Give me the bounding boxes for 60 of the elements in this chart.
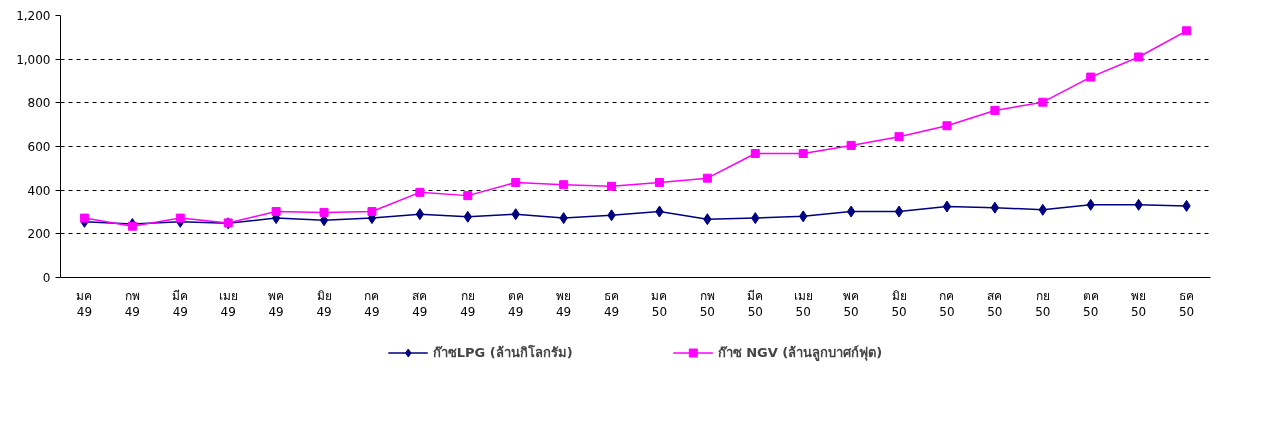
y-tick-label: 800	[27, 96, 51, 111]
point	[894, 205, 904, 218]
y-tick-label: 200	[27, 227, 51, 242]
x-tick-label: กค 49	[364, 288, 380, 320]
x-tick-label: กค 50	[939, 288, 955, 320]
point	[702, 173, 712, 183]
x-tick-label: สค 49	[412, 288, 428, 320]
x-tick-label: มีค 50	[747, 288, 764, 320]
point	[798, 148, 808, 158]
point	[607, 181, 617, 191]
x-tick-label: เมย 50	[793, 288, 813, 320]
point	[654, 178, 664, 188]
point	[1134, 52, 1144, 62]
x-tick-label: มิย 50	[891, 288, 907, 320]
point	[463, 191, 473, 201]
point	[1038, 97, 1048, 107]
x-tick-label: พย 50	[1130, 288, 1147, 320]
y-tick-label: 1,000	[16, 52, 51, 67]
x-tick-label: พค 49	[268, 288, 285, 320]
point	[415, 208, 425, 221]
y-tick-label: 1,200	[16, 9, 51, 23]
x-tick-label: พย 49	[555, 288, 572, 320]
x-tick-label: กพ 50	[699, 288, 716, 320]
point	[990, 105, 1000, 115]
point	[559, 180, 569, 190]
x-tick-label: ธค 50	[1178, 288, 1195, 320]
x-tick-label: สค 50	[987, 288, 1003, 320]
x-tick-label: มิย 49	[316, 288, 332, 320]
point	[846, 140, 856, 150]
legend-label: ก๊าซLPG (ล้านกิโลกรัม)	[432, 343, 573, 362]
legend-label: ก๊าซ NGV (ล้านลูกบาศก์ฟุต)	[717, 343, 883, 363]
y-tick-label: 0	[42, 271, 51, 285]
point	[271, 207, 281, 217]
x-tick-label: พค 50	[843, 288, 860, 320]
x-tick-label: มีค 49	[172, 288, 189, 320]
point	[175, 213, 185, 223]
point	[415, 187, 425, 197]
point	[367, 207, 377, 217]
point	[894, 132, 904, 142]
x-tick-label: มค 50	[651, 288, 668, 320]
x-tick-label: กย 49	[460, 288, 476, 320]
point	[1086, 72, 1096, 82]
point	[1182, 26, 1192, 36]
point	[942, 200, 952, 213]
point	[511, 178, 521, 188]
x-tick-label: เมย 49	[218, 288, 238, 320]
point	[846, 205, 856, 218]
point	[990, 201, 1000, 214]
x-tick-label: กพ 49	[124, 288, 141, 320]
point	[942, 121, 952, 131]
x-tick-label: ตค 50	[1082, 288, 1099, 320]
x-tick-label: ตค 49	[507, 288, 524, 320]
y-tick-label: 600	[27, 140, 51, 154]
point	[319, 207, 329, 217]
x-tick-label: กย 50	[1035, 288, 1051, 320]
y-tick-label: 400	[27, 183, 51, 198]
point	[750, 148, 760, 158]
point	[79, 213, 89, 223]
x-tick-label: ธค 49	[603, 288, 620, 320]
x-tick-label: มค 49	[76, 288, 93, 320]
